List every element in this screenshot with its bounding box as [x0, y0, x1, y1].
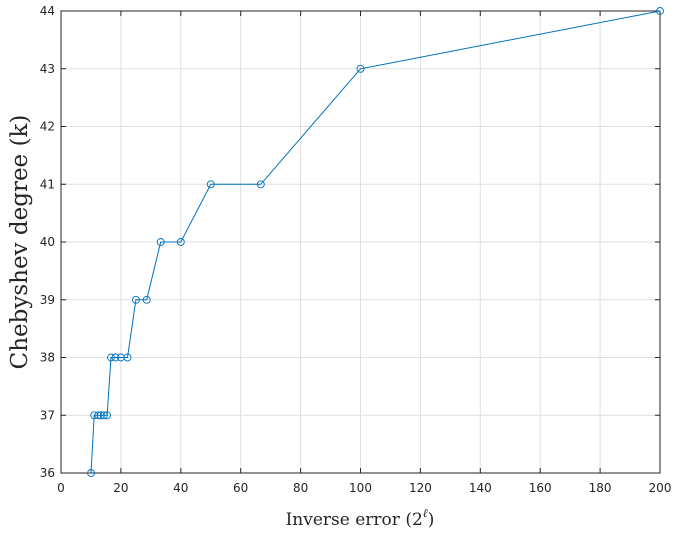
data-point — [176, 238, 185, 246]
data-point — [94, 411, 103, 420]
x-tick-label: 180 — [589, 481, 612, 495]
data-point — [87, 469, 95, 477]
data-point — [103, 411, 112, 420]
x-tick-label: 0 — [57, 481, 65, 495]
data-point — [142, 295, 151, 304]
x-axis-title-close: ) — [428, 510, 435, 530]
series-group — [87, 7, 664, 477]
y-tick-label: 36 — [40, 466, 55, 480]
axis-ticks — [60, 10, 661, 474]
data-point — [111, 353, 120, 362]
y-tick-label: 43 — [40, 62, 55, 76]
y-tick-label: 42 — [40, 120, 55, 134]
y-tick-label: 44 — [40, 4, 55, 18]
data-point — [123, 353, 132, 362]
x-tick-label: 80 — [293, 481, 308, 495]
x-tick-labels: 0 20 40 60 80 100 120 140 160 180 200 — [57, 481, 671, 495]
y-tick-label: 41 — [40, 177, 55, 191]
x-tick-label: 160 — [529, 481, 552, 495]
data-point — [656, 7, 664, 15]
data-point — [99, 411, 108, 420]
x-axis-title-superscript: ℓ — [423, 506, 428, 520]
data-point — [206, 180, 215, 189]
data-point — [356, 64, 365, 73]
data-point — [131, 295, 140, 304]
y-tick-labels: 36 37 38 39 40 41 42 43 44 — [40, 4, 55, 480]
x-tick-label: 20 — [113, 481, 128, 495]
x-tick-label: 120 — [409, 481, 432, 495]
y-tick-label: 40 — [40, 235, 55, 249]
data-point — [256, 180, 265, 189]
x-tick-label: 100 — [349, 481, 372, 495]
data-point — [96, 411, 105, 420]
x-tick-label: 40 — [173, 481, 188, 495]
y-tick-label: 38 — [40, 351, 55, 365]
x-axis-title: Inverse error (2ℓ) — [286, 506, 435, 530]
y-tick-label: 37 — [40, 408, 55, 422]
x-axis-title-main: Inverse error (2 — [286, 510, 423, 530]
x-tick-label: 200 — [649, 481, 672, 495]
x-tick-label: 60 — [233, 481, 248, 495]
data-point — [156, 238, 165, 246]
data-point — [107, 353, 115, 362]
y-tick-label: 39 — [40, 293, 55, 307]
x-tick-label: 140 — [469, 481, 492, 495]
y-axis-title: Chebyshev degree (k) — [7, 115, 33, 370]
